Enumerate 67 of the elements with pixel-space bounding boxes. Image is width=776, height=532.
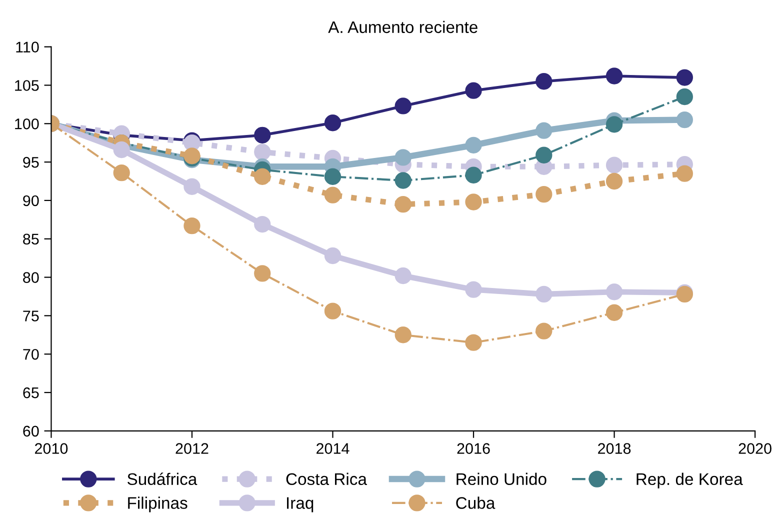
point	[676, 88, 693, 106]
legend-label: Reino Unido	[456, 472, 546, 486]
point	[184, 217, 200, 234]
point	[676, 69, 693, 86]
point	[676, 111, 693, 128]
y-tick-label: 65	[23, 387, 39, 398]
point	[324, 302, 342, 320]
chart-title: A. Aumento reciente	[328, 20, 478, 34]
point	[606, 304, 623, 321]
x-tick-label: 2010	[34, 443, 68, 454]
legend-label: Sudáfrica	[128, 472, 198, 486]
legend-label: Costa Rica	[286, 472, 367, 486]
point	[254, 144, 271, 160]
y-tick-label: 60	[23, 426, 39, 437]
legend-label: Iraq	[287, 497, 314, 512]
y-tick-label: 95	[23, 156, 39, 168]
point	[465, 194, 482, 210]
y-tick-label: 105	[15, 80, 39, 91]
point	[254, 216, 271, 233]
y-tick-label: 90	[23, 195, 39, 206]
point	[113, 141, 130, 158]
legend-label: Cuba	[456, 496, 496, 509]
point	[465, 82, 482, 99]
y-tick-label: 110	[16, 42, 39, 52]
x-tick-label: 2018	[598, 443, 631, 454]
legend-label: Filipinas	[128, 496, 188, 512]
point	[394, 149, 412, 166]
point	[394, 196, 412, 213]
point	[606, 68, 623, 84]
point	[254, 126, 271, 144]
x-tick-label: 2016	[457, 443, 490, 454]
x-tick-label: 2012	[176, 443, 208, 454]
point	[324, 186, 342, 204]
point	[536, 322, 552, 340]
point	[394, 98, 412, 114]
point	[394, 326, 412, 344]
point	[324, 114, 342, 132]
point	[465, 136, 482, 154]
point	[394, 267, 412, 284]
point	[606, 116, 623, 133]
y-tick-label: 80	[23, 272, 39, 283]
point	[536, 122, 552, 139]
y-tick-label: 100	[15, 118, 39, 130]
point	[324, 247, 342, 264]
point	[465, 334, 482, 351]
point	[676, 165, 693, 182]
point	[184, 178, 200, 195]
point	[606, 172, 623, 190]
x-tick-label: 2014	[316, 443, 350, 454]
point	[465, 166, 482, 184]
point	[113, 164, 130, 182]
point	[254, 265, 271, 282]
point	[324, 168, 342, 185]
point	[606, 284, 623, 300]
point	[536, 186, 552, 203]
point	[536, 146, 552, 164]
point	[254, 168, 271, 185]
point	[536, 286, 552, 303]
legend-label: Rep. de Korea	[636, 472, 743, 488]
point	[536, 73, 552, 90]
x-tick-label: 2020	[738, 443, 772, 454]
point	[465, 281, 482, 298]
point	[606, 156, 623, 174]
y-tick-label: 85	[23, 234, 39, 245]
point	[394, 172, 412, 189]
y-tick-label: 75	[23, 310, 39, 322]
y-tick-label: 70	[23, 348, 39, 360]
